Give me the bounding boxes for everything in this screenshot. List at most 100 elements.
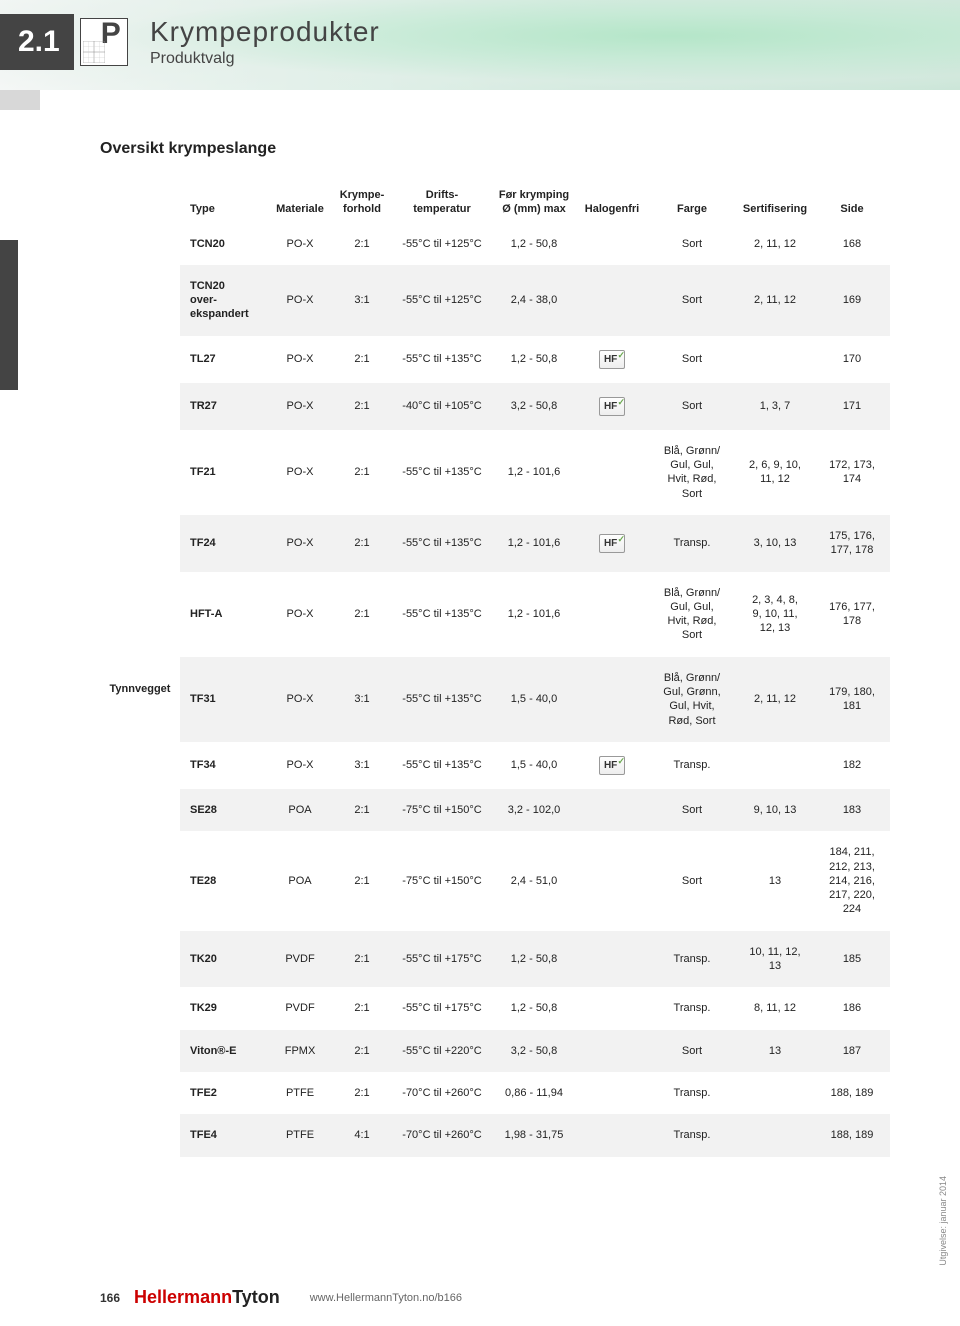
col-material: Materiale [268, 182, 332, 223]
left-tab-gray [0, 90, 40, 110]
col-temp: Drifts-temperatur [392, 182, 492, 223]
cell-color: Transp. [648, 742, 736, 789]
cell-halogen: HF [576, 515, 648, 572]
cell-diameter: 0,86 - 11,94 [492, 1072, 576, 1114]
cell-temp: -55°C til +135°C [392, 572, 492, 657]
cell-diameter: 3,2 - 50,8 [492, 1030, 576, 1072]
table-row: TCN20over-ekspandertPO-X3:1-55°C til +12… [100, 265, 890, 336]
cell-cert [736, 1072, 814, 1114]
cell-type: TF21 [180, 430, 268, 515]
cell-diameter: 2,4 - 38,0 [492, 265, 576, 336]
cell-type: TF24 [180, 515, 268, 572]
cell-cert: 2, 6, 9, 10,11, 12 [736, 430, 814, 515]
cell-diameter: 1,2 - 50,8 [492, 223, 576, 265]
cell-temp: -55°C til +125°C [392, 223, 492, 265]
cell-temp: -55°C til +175°C [392, 987, 492, 1029]
table-row: Viton®-EFPMX2:1-55°C til +220°C3,2 - 50,… [100, 1030, 890, 1072]
cell-page: 169 [814, 265, 890, 336]
cell-page: 170 [814, 336, 890, 383]
cell-material: PO-X [268, 657, 332, 742]
cell-page: 187 [814, 1030, 890, 1072]
cell-material: PO-X [268, 572, 332, 657]
cell-cert: 9, 10, 13 [736, 789, 814, 831]
table-row: TR27PO-X2:1-40°C til +105°C3,2 - 50,8HF … [100, 383, 890, 430]
table-row: TL27PO-X2:1-55°C til +135°C1,2 - 50,8HF … [100, 336, 890, 383]
cell-cert: 2, 11, 12 [736, 223, 814, 265]
cell-page: 184, 211,212, 213,214, 216,217, 220,224 [814, 831, 890, 930]
cell-type: TK20 [180, 931, 268, 988]
cell-page: 168 [814, 223, 890, 265]
cell-halogen [576, 831, 648, 930]
cell-type: SE28 [180, 789, 268, 831]
cell-color: Transp. [648, 1072, 736, 1114]
header-titles: Krympeprodukter Produktvalg [150, 16, 380, 68]
cell-temp: -55°C til +135°C [392, 515, 492, 572]
cell-color: Sort [648, 265, 736, 336]
cell-temp: -55°C til +135°C [392, 657, 492, 742]
cell-material: PO-X [268, 515, 332, 572]
cell-color: Sort [648, 789, 736, 831]
cell-temp: -40°C til +105°C [392, 383, 492, 430]
col-ratio: Krympe-forhold [332, 182, 392, 223]
cell-temp: -55°C til +135°C [392, 430, 492, 515]
cell-diameter: 3,2 - 50,8 [492, 383, 576, 430]
cell-temp: -55°C til +220°C [392, 1030, 492, 1072]
col-page: Side [814, 182, 890, 223]
table-row: TF24PO-X2:1-55°C til +135°C1,2 - 101,6HF… [100, 515, 890, 572]
cell-halogen [576, 657, 648, 742]
cell-color: Sort [648, 1030, 736, 1072]
cell-halogen [576, 572, 648, 657]
table-row: TE28POA2:1-75°C til +150°C2,4 - 51,0Sort… [100, 831, 890, 930]
cell-cert: 13 [736, 1030, 814, 1072]
page-category-title: Krympeprodukter [150, 16, 380, 48]
cell-diameter: 1,2 - 50,8 [492, 987, 576, 1029]
col-color: Farge [648, 182, 736, 223]
cell-diameter: 1,2 - 50,8 [492, 931, 576, 988]
cell-type: Viton®-E [180, 1030, 268, 1072]
cell-halogen [576, 1114, 648, 1156]
logo-part-1: Hellermann [134, 1287, 232, 1307]
cell-cert: 1, 3, 7 [736, 383, 814, 430]
cell-cert: 2, 3, 4, 8,9, 10, 11,12, 13 [736, 572, 814, 657]
cell-temp: -75°C til +150°C [392, 831, 492, 930]
hf-badge-icon: HF [599, 756, 625, 775]
cell-page: 179, 180,181 [814, 657, 890, 742]
cell-page: 186 [814, 987, 890, 1029]
table-row: TK20PVDF2:1-55°C til +175°C1,2 - 50,8Tra… [100, 931, 890, 988]
cell-ratio: 2:1 [332, 572, 392, 657]
cell-color: Sort [648, 383, 736, 430]
table-row: TF21PO-X2:1-55°C til +135°C1,2 - 101,6Bl… [100, 430, 890, 515]
cell-material: POA [268, 789, 332, 831]
cell-page: 182 [814, 742, 890, 789]
brand-logo: HellermannTyton [134, 1287, 280, 1308]
cell-temp: -70°C til +260°C [392, 1072, 492, 1114]
footer: 166 HellermannTyton www.HellermannTyton.… [100, 1287, 930, 1308]
section-number: 2.1 [0, 14, 74, 70]
cell-cert: 3, 10, 13 [736, 515, 814, 572]
cell-page: 175, 176,177, 178 [814, 515, 890, 572]
content: Oversikt krympeslange Type Materiale Kry… [100, 140, 890, 1157]
cell-cert: 13 [736, 831, 814, 930]
col-halogen: Halogenfri [576, 182, 648, 223]
cell-cert: 8, 11, 12 [736, 987, 814, 1029]
cell-material: PO-X [268, 265, 332, 336]
cell-color: Transp. [648, 1114, 736, 1156]
cell-ratio: 2:1 [332, 931, 392, 988]
section-tab: 2.1 P [0, 14, 128, 70]
cell-material: PO-X [268, 336, 332, 383]
cell-temp: -55°C til +135°C [392, 742, 492, 789]
cell-page: 176, 177,178 [814, 572, 890, 657]
cell-ratio: 2:1 [332, 987, 392, 1029]
hf-badge-icon: HF [599, 350, 625, 369]
cell-page: 185 [814, 931, 890, 988]
cell-temp: -70°C til +260°C [392, 1114, 492, 1156]
cell-temp: -55°C til +175°C [392, 931, 492, 988]
cell-color: Sort [648, 336, 736, 383]
cell-diameter: 1,5 - 40,0 [492, 657, 576, 742]
cell-material: PO-X [268, 430, 332, 515]
cell-color: Blå, Grønn/Gul, Gul,Hvit, Rød,Sort [648, 430, 736, 515]
cell-ratio: 2:1 [332, 223, 392, 265]
overview-title: Oversikt krympeslange [100, 140, 890, 158]
table-row: TF31PO-X3:1-55°C til +135°C1,5 - 40,0Blå… [100, 657, 890, 742]
col-diameter: Før krympingØ (mm) max [492, 182, 576, 223]
